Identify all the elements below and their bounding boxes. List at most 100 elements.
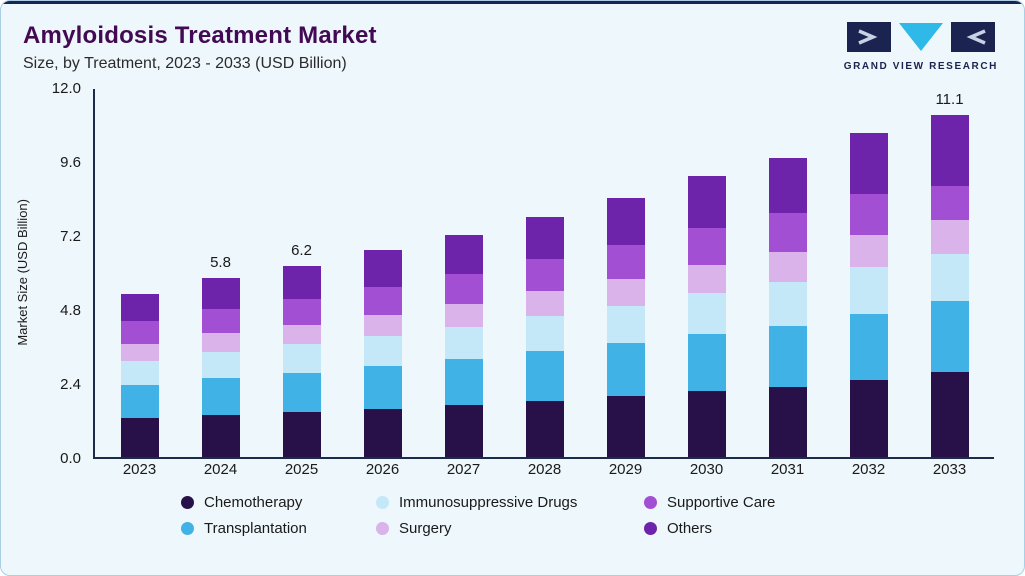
bar-column-2027	[429, 89, 499, 457]
bar-value-label: 5.8	[210, 254, 231, 272]
segment-transplantation	[930, 301, 969, 373]
segment-chemotherapy	[930, 372, 969, 457]
legend-label: Others	[667, 520, 713, 537]
y-tick-label: 9.6	[60, 154, 81, 171]
bar-value-label: 6.2	[291, 241, 312, 259]
segment-supportive-care	[849, 194, 888, 236]
segment-surgery	[201, 333, 240, 352]
bar-column-2023	[105, 89, 175, 457]
segment-supportive-care	[525, 259, 564, 292]
segment-immunosuppressive-drugs	[201, 351, 240, 379]
segment-others	[930, 114, 969, 187]
bar-column-2025: 6.2	[267, 89, 337, 457]
legend-label: Chemotherapy	[204, 494, 303, 511]
segment-others	[606, 198, 645, 245]
x-tick-label: 2029	[608, 461, 643, 478]
legend-item-transplantation: Transplantation	[181, 520, 376, 537]
legend-item-chemotherapy: Chemotherapy	[181, 494, 376, 511]
segment-transplantation	[849, 313, 888, 380]
bar-value-label: 11.1	[935, 90, 964, 108]
segment-immunosuppressive-drugs	[768, 282, 807, 326]
segment-transplantation	[282, 372, 321, 412]
stacked-bar-2030	[687, 176, 726, 457]
segment-chemotherapy	[606, 396, 645, 457]
x-tick-label: 2027	[446, 461, 481, 478]
segment-immunosuppressive-drugs	[930, 253, 969, 302]
y-tick-label: 4.8	[60, 302, 81, 319]
bar-column-2026	[348, 89, 418, 457]
bars-container: 5.8 6.2 11.1	[95, 89, 994, 457]
segment-supportive-care	[282, 298, 321, 325]
x-tick-label: 2023	[122, 461, 157, 478]
x-tick-label: 2032	[851, 461, 886, 478]
segment-others	[849, 133, 888, 195]
legend-dot-chemotherapy	[181, 496, 194, 509]
legend-label: Surgery	[399, 520, 452, 537]
segment-surgery	[363, 314, 402, 336]
segment-transplantation	[120, 384, 159, 419]
stacked-bar-2027	[444, 235, 483, 457]
y-tick-label: 2.4	[60, 376, 81, 393]
segment-surgery	[282, 324, 321, 345]
legend-label: Immunosuppressive Drugs	[399, 494, 578, 511]
segment-transplantation	[525, 351, 564, 401]
segment-surgery	[768, 251, 807, 283]
x-axis-labels: 2023 2024 2025 2026 2027 2028 2029 2030 2031 2032…	[95, 461, 994, 478]
x-tick-label: 2031	[770, 461, 805, 478]
grand-view-research-logo-icon	[846, 22, 995, 52]
segment-others	[120, 293, 159, 321]
segment-surgery	[444, 304, 483, 327]
segment-immunosuppressive-drugs	[849, 267, 888, 314]
segment-others	[201, 278, 240, 309]
legend-dot-surgery	[376, 522, 389, 535]
x-tick-label: 2033	[932, 461, 967, 478]
bar-column-2029	[591, 89, 661, 457]
x-tick-label: 2024	[203, 461, 238, 478]
segment-others	[525, 216, 564, 260]
chart-area: Market Size (USD Billion) 0.0 2.4 4.8 7.2 9.…	[1, 80, 1024, 467]
legend-dot-others	[644, 522, 657, 535]
segment-immunosuppressive-drugs	[444, 326, 483, 360]
segment-transplantation	[768, 325, 807, 387]
segment-supportive-care	[363, 286, 402, 315]
legend-dot-immunosuppressive-drugs	[376, 496, 389, 509]
segment-chemotherapy	[687, 391, 726, 457]
segment-transplantation	[687, 333, 726, 392]
segment-surgery	[606, 279, 645, 306]
x-tick-label: 2028	[527, 461, 562, 478]
segment-supportive-care	[444, 274, 483, 305]
segment-supportive-care	[687, 227, 726, 265]
segment-chemotherapy	[282, 411, 321, 457]
segment-surgery	[930, 220, 969, 254]
stacked-bar-2024	[201, 278, 240, 457]
y-axis-title: Market Size (USD Billion)	[15, 198, 30, 346]
legend-item-supportive-care: Supportive Care	[644, 494, 844, 511]
plot-area: 5.8 6.2 11.1	[93, 89, 994, 459]
title-block: Amyloidosis Treatment Market Size, by Tr…	[23, 22, 377, 73]
stacked-bar-2032	[849, 133, 888, 457]
segment-chemotherapy	[120, 418, 159, 457]
legend-item-immunosuppressive-drugs: Immunosuppressive Drugs	[376, 494, 644, 511]
top-accent-bar	[1, 1, 1024, 4]
segment-surgery	[687, 264, 726, 294]
segment-immunosuppressive-drugs	[120, 360, 159, 385]
segment-immunosuppressive-drugs	[687, 293, 726, 334]
segment-immunosuppressive-drugs	[525, 316, 564, 352]
segment-chemotherapy	[444, 404, 483, 457]
segment-supportive-care	[930, 186, 969, 221]
bar-column-2024: 5.8	[186, 89, 256, 457]
segment-surgery	[849, 235, 888, 268]
segment-surgery	[120, 343, 159, 361]
bar-column-2032	[834, 89, 904, 457]
segment-others	[768, 157, 807, 213]
segment-transplantation	[606, 343, 645, 397]
legend-item-others: Others	[644, 520, 844, 537]
chart-legend: Chemotherapy Immunosuppressive Drugs Suppo…	[1, 494, 1024, 537]
legend-label: Supportive Care	[667, 494, 776, 511]
x-tick-label: 2025	[284, 461, 319, 478]
stacked-bar-2029	[606, 198, 645, 457]
segment-chemotherapy	[525, 400, 564, 457]
brand-logo: GRAND VIEW RESEARCH	[844, 22, 998, 72]
bar-column-2031	[753, 89, 823, 457]
segment-supportive-care	[120, 320, 159, 344]
